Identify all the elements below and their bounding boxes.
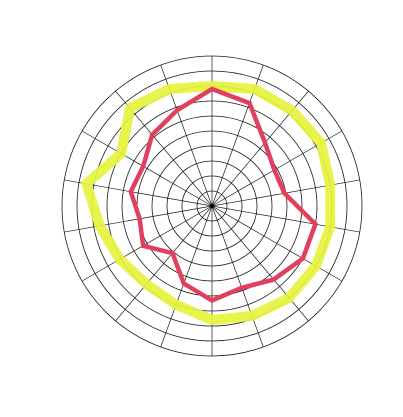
radar-series-layer <box>81 81 336 325</box>
series-yellow-line <box>81 81 336 325</box>
axis-spoke <box>211 205 343 282</box>
series-red-line <box>128 86 319 304</box>
axis-spoke <box>211 205 309 322</box>
axis-spoke <box>160 205 213 348</box>
axis-spoke <box>81 130 213 207</box>
axis-spoke <box>81 205 213 282</box>
axis-spoke <box>211 205 264 348</box>
axis-spoke <box>115 205 213 322</box>
center-point <box>210 204 214 208</box>
